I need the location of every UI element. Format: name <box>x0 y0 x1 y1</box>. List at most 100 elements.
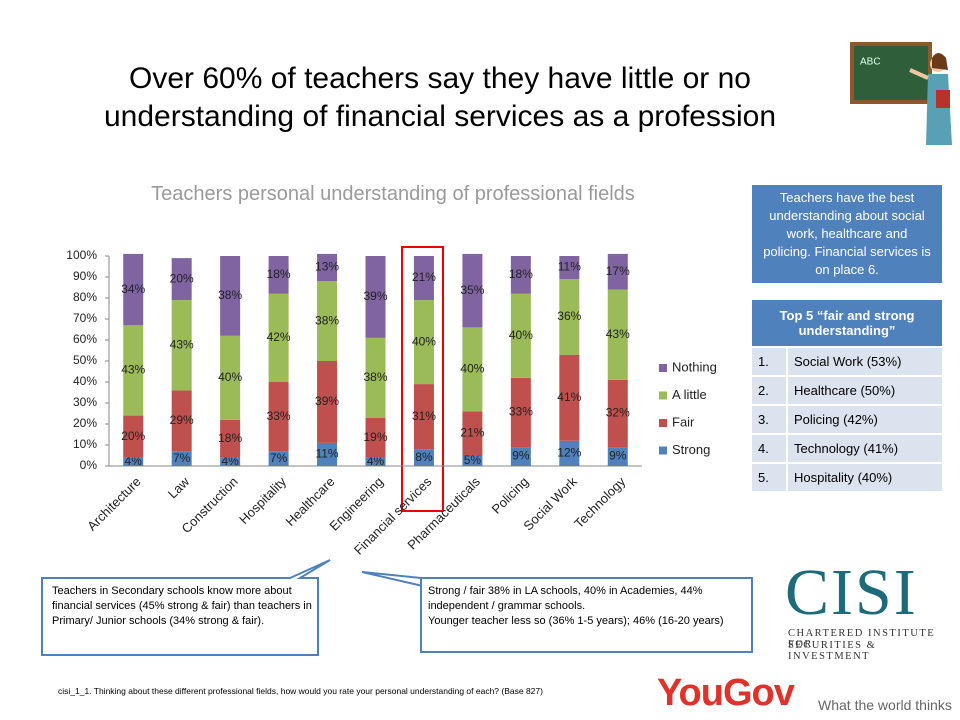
bar-segment <box>123 325 144 416</box>
table-row: 3. Policing (42%) <box>752 406 942 433</box>
legend-swatch <box>659 391 667 400</box>
value-label: 21% <box>460 426 484 440</box>
value-label: 18% <box>267 267 291 281</box>
value-label: 5% <box>464 453 482 467</box>
value-label: 7% <box>270 451 288 465</box>
table-cell: 5. <box>752 464 788 491</box>
bar-segment <box>317 442 338 466</box>
callout-left <box>41 559 331 656</box>
bar-segment <box>220 256 241 336</box>
title-line: Over 60% of teachers say they have littl… <box>129 62 751 95</box>
bar-segment <box>220 457 241 466</box>
callout-text: Teachers in Secondary schools know more … <box>52 585 312 627</box>
title-line: understanding of financial services as a… <box>103 100 777 133</box>
table-row: 5. Hospitality (40%) <box>752 464 942 491</box>
bar-segment <box>171 300 192 391</box>
value-label: 17% <box>606 264 630 278</box>
bar-segment <box>413 449 434 466</box>
bar-segment <box>413 384 434 450</box>
book <box>936 90 950 108</box>
table-cell: 4. <box>752 435 788 462</box>
bar-segment <box>268 293 289 382</box>
bar-segment <box>559 279 580 355</box>
value-label: 9% <box>512 449 530 463</box>
value-label: 38% <box>218 288 242 302</box>
value-label: 43% <box>170 337 194 351</box>
table-cell: Healthcare (50%) <box>788 377 942 404</box>
value-label: 21% <box>412 270 436 284</box>
bar-segment <box>220 419 241 458</box>
highlight-box <box>401 246 444 512</box>
bar-segment <box>510 293 531 378</box>
value-label: 39% <box>363 289 387 303</box>
table-cell: 1. <box>752 348 788 375</box>
bar-segment <box>559 256 580 280</box>
value-label: 18% <box>509 267 533 281</box>
value-label: 34% <box>121 282 145 296</box>
callouts <box>41 559 753 656</box>
table-cell: Social Work (53%) <box>788 348 942 375</box>
value-label: 35% <box>460 283 484 297</box>
legend-swatch <box>659 364 667 372</box>
value-label: 43% <box>606 327 630 341</box>
teacher-clipart: ABC <box>850 42 952 145</box>
bar-segment <box>365 417 386 458</box>
hair <box>932 53 948 70</box>
bar-segment <box>462 253 483 328</box>
x-tick-label: Technology <box>571 474 628 531</box>
bar-segment <box>317 281 338 361</box>
bar-segment <box>607 447 628 466</box>
top5-table: Top 5 “fair and strong understanding” 1.… <box>752 298 942 493</box>
bar-segment <box>559 354 580 441</box>
body <box>926 74 952 145</box>
bar-segment <box>365 337 386 418</box>
info-box: Teachers have the best understanding abo… <box>752 185 942 283</box>
value-label: 18% <box>218 431 242 445</box>
table-header-row: Top 5 “fair and strong understanding” <box>752 300 942 346</box>
bar-segment <box>462 411 483 456</box>
x-tick-label: Policing <box>489 474 532 517</box>
value-label: 19% <box>363 430 387 444</box>
bar-segment <box>171 258 192 301</box>
value-label: 9% <box>609 449 627 463</box>
chart: 0%10%20%30%40%50%60%70%80%90%100%4%20%43… <box>66 246 717 558</box>
callout-text: Strong / fair 38% in LA schools, 40% in … <box>428 584 750 629</box>
cisi-logo: CISI <box>785 556 918 629</box>
y-tick-label: 20% <box>73 416 97 430</box>
table-header: Top 5 “fair and strong understanding” <box>752 300 942 346</box>
y-tick-label: 10% <box>73 437 97 451</box>
table-row: 1. Social Work (53%) <box>752 348 942 375</box>
value-label: 29% <box>170 413 194 427</box>
bar-segment <box>607 289 628 380</box>
value-label: 31% <box>412 409 436 423</box>
table-row: 4. Technology (41%) <box>752 435 942 462</box>
chalk-doodle: ABC <box>860 57 881 68</box>
x-tick-label: Architecture <box>84 474 144 534</box>
bar-segment <box>510 447 531 466</box>
y-tick-label: 60% <box>73 332 97 346</box>
bar-segment <box>171 451 192 466</box>
bar-segment <box>559 440 580 466</box>
value-label: 39% <box>315 394 339 408</box>
legend-swatch <box>659 419 667 427</box>
value-label: 40% <box>509 328 533 342</box>
yougov-logo: YouGov <box>657 672 795 714</box>
value-label: 33% <box>267 409 291 423</box>
callout-right <box>420 577 753 653</box>
legend-swatch <box>659 446 667 455</box>
table-cell: Technology (41%) <box>788 435 942 462</box>
bar-segment <box>171 390 192 452</box>
y-tick-label: 40% <box>73 374 97 388</box>
y-tick-label: 70% <box>73 311 97 325</box>
x-tick-label: Law <box>165 474 193 502</box>
bar-segment <box>510 256 531 294</box>
bar-segment <box>317 361 338 443</box>
bar-segment <box>462 327 483 412</box>
value-label: 11% <box>558 260 581 274</box>
bar-segment <box>607 379 628 448</box>
callout-line: Strong / fair 38% in LA schools, 40% in … <box>428 585 703 612</box>
callout-line: Younger teacher less so (36% 1-5 years);… <box>428 615 724 627</box>
yougov-tagline: What the world thinks <box>818 697 952 713</box>
legend-label: Fair <box>672 414 695 429</box>
footnote: cisi_1_1. Thinking about these different… <box>58 686 543 696</box>
